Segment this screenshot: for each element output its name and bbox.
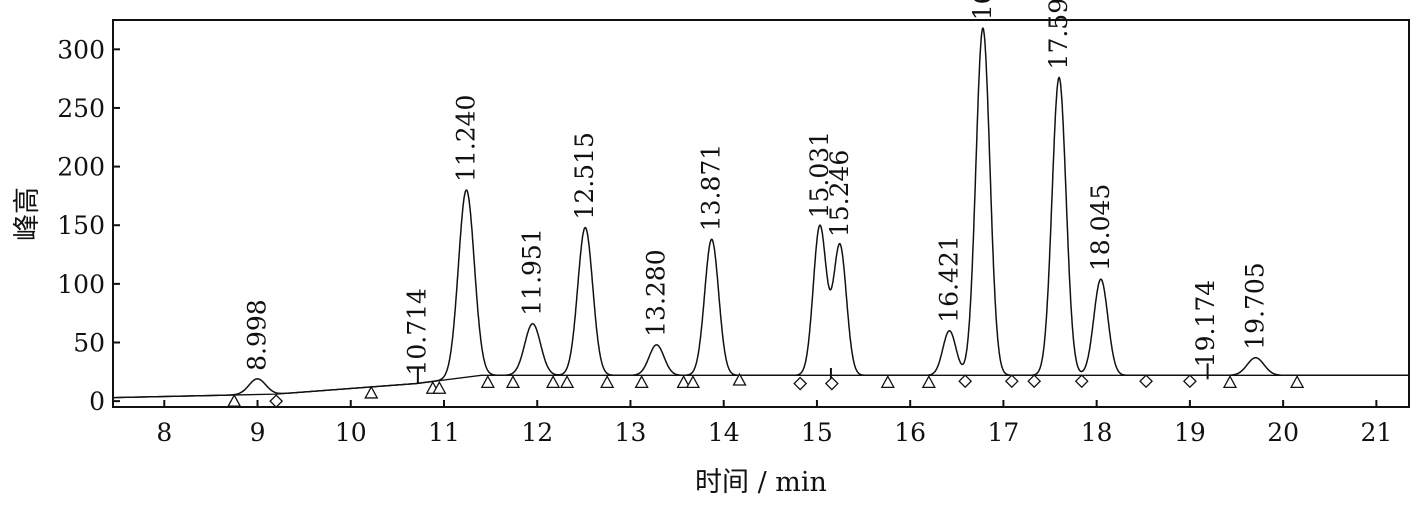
peak-label: 16.780 <box>968 0 997 20</box>
diamond-marker <box>958 374 973 389</box>
x-tick-label: 14 <box>708 418 740 447</box>
peak-label: 18.045 <box>1086 184 1115 271</box>
x-tick-label: 15 <box>801 418 833 447</box>
peak-label: 13.871 <box>697 144 726 231</box>
x-tick-label: 12 <box>521 418 553 447</box>
triangle-marker <box>1290 375 1305 389</box>
diamond-marker <box>1139 374 1153 389</box>
diamond-marker <box>824 376 839 391</box>
peak-label: 8.998 <box>242 299 271 371</box>
triangle-marker <box>432 380 447 394</box>
x-tick-label: 20 <box>1267 418 1299 447</box>
triangle-marker <box>505 375 521 389</box>
triangle-marker <box>634 375 649 389</box>
y-tick-label: 100 <box>57 270 105 299</box>
peak-label: 12.515 <box>570 132 599 219</box>
x-axis-title: 时间 / min <box>695 467 827 498</box>
triangle-marker <box>559 375 575 389</box>
diamond-marker <box>1004 374 1019 389</box>
x-tick-label: 18 <box>1081 418 1113 447</box>
baseline-line <box>113 374 1409 399</box>
triangle-marker <box>921 375 936 389</box>
peak-label: 17.597 <box>1044 0 1073 69</box>
triangle-marker <box>685 375 701 389</box>
triangle-marker <box>364 385 379 399</box>
peak-label: 13.280 <box>642 249 671 336</box>
x-tick-label: 11 <box>428 418 460 447</box>
y-tick-label: 50 <box>73 329 105 358</box>
diamond-marker <box>793 376 808 391</box>
x-tick-label: 21 <box>1360 418 1392 447</box>
peak-label: 15.031 <box>805 131 834 218</box>
y-tick-label: 0 <box>89 387 105 416</box>
triangle-marker <box>545 375 561 389</box>
peak-label: 10.714 <box>402 288 431 375</box>
y-axis-title: 峰高 <box>12 187 43 241</box>
diamond-marker <box>269 394 284 407</box>
diamond-marker <box>1074 374 1089 389</box>
triangle-marker <box>480 375 495 389</box>
diamond-marker <box>1182 374 1197 389</box>
triangle-marker <box>227 393 242 407</box>
triangle-marker <box>600 375 615 389</box>
y-tick-label: 150 <box>57 211 105 240</box>
peak-label: 11.951 <box>518 228 547 315</box>
peak-label: 19.705 <box>1241 262 1270 349</box>
triangle-marker <box>676 375 691 389</box>
chromatogram-trace <box>113 27 1409 399</box>
diamond-marker <box>1027 374 1042 389</box>
peak-label: 16.421 <box>934 235 963 322</box>
x-tick-label: 10 <box>335 418 367 447</box>
x-tick-label: 16 <box>894 418 926 447</box>
peak-label: 11.240 <box>451 95 480 182</box>
peak-label: 19.174 <box>1191 280 1220 367</box>
y-tick-label: 300 <box>57 35 105 64</box>
triangle-marker <box>732 372 747 386</box>
y-tick-label: 250 <box>57 94 105 123</box>
x-tick-label: 9 <box>250 418 266 447</box>
x-tick-label: 17 <box>988 418 1020 447</box>
plot-frame <box>112 19 1410 408</box>
x-tick-label: 13 <box>615 418 647 447</box>
x-tick-label: 8 <box>156 418 172 447</box>
triangle-marker <box>880 375 895 389</box>
triangle-marker <box>1222 375 1238 389</box>
x-tick-label: 19 <box>1174 418 1206 447</box>
peak-label: 15.246 <box>825 150 854 237</box>
y-tick-label: 200 <box>57 153 105 182</box>
